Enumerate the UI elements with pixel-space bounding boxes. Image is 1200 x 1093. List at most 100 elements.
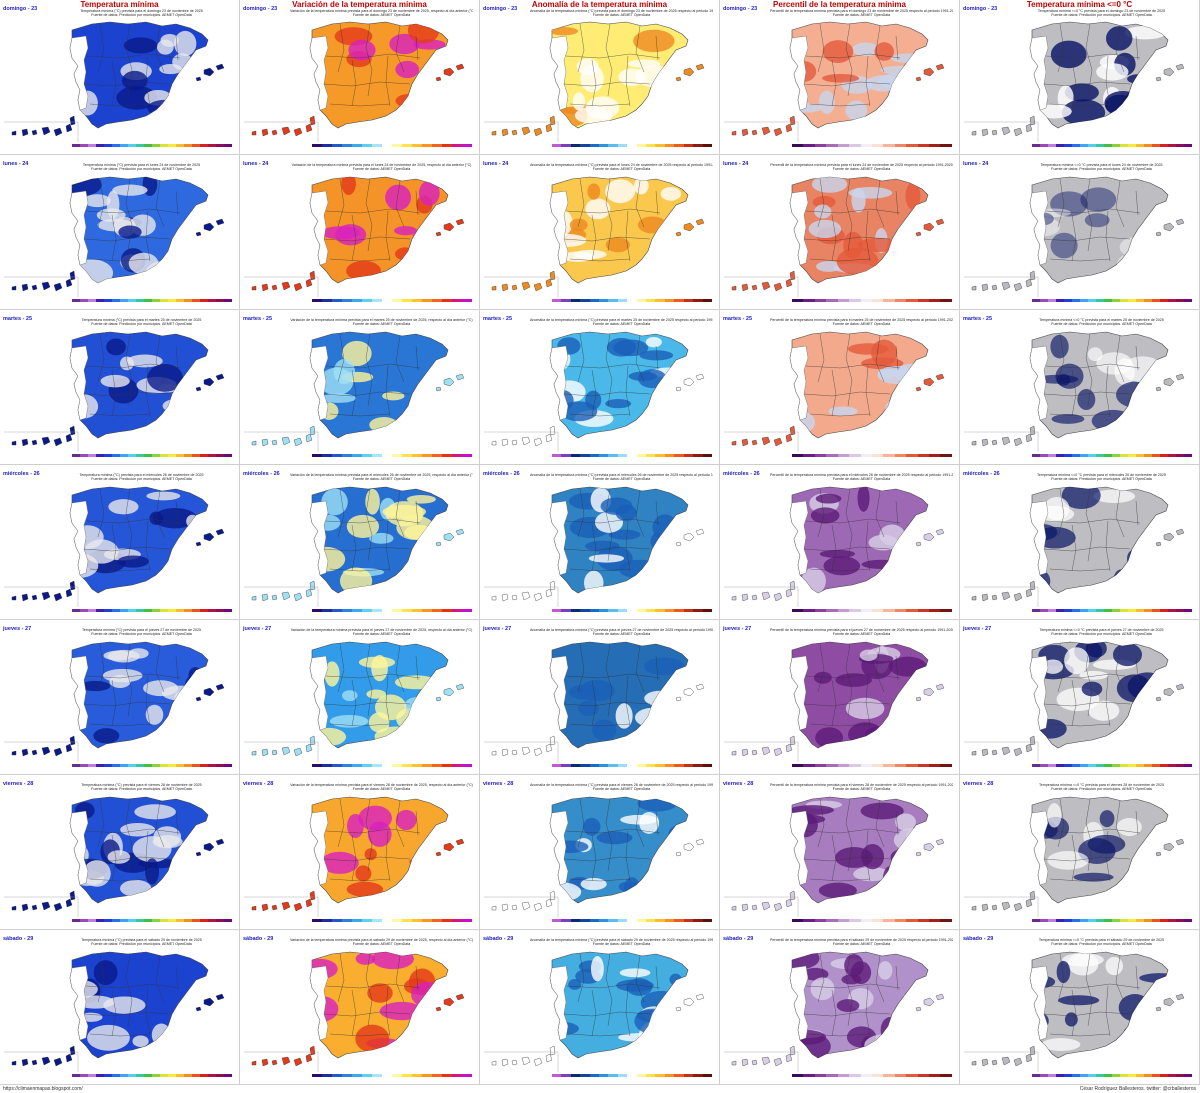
value-region [145,260,186,283]
map-panel-tmin-5[interactable]: jueves - 27 Temperatura mínima (°C) previ… [0,620,240,775]
canarias-island [971,1060,977,1066]
canarias-island [773,127,783,137]
map-panel-frost-1[interactable]: Temperatura mínima <=0 °C domingo - 23 Tem… [960,0,1200,155]
color-scale-step [561,764,571,767]
map-panel-perc-3[interactable]: martes - 25 Percentil de la temperatura m… [720,310,960,465]
color-scale-step [627,1074,637,1077]
column-title: Variación de la temperatura mínima [292,0,427,9]
province-border [895,500,899,526]
canarias-island [65,278,73,288]
map-panel-perc-6[interactable]: viernes - 28 Percentil de la temperatura … [720,775,960,930]
canarias-island [511,594,518,601]
map-panel-perc-2[interactable]: lunes - 24 Percentil de la temperatura mí… [720,155,960,310]
map-panel-anom-7[interactable]: sábado - 29 Anomalía de la temperatura mí… [480,930,720,1085]
map-panel-anom-6[interactable]: viernes - 28 Anomalía de la temperatura m… [480,775,720,930]
color-scale-step [392,454,402,457]
map-panel-anom-5[interactable]: jueves - 27 Anomalía de la temperatura mí… [480,620,720,775]
province-border [323,81,411,87]
map-panel-frost-2[interactable]: lunes - 24 Temperatura mínima <=0 °C prev… [960,155,1200,310]
map-panel-frost-6[interactable]: viernes - 28 Temperatura mínima <=0 °C pr… [960,775,1200,930]
map-panel-var-4[interactable]: miércoles - 26 Variación de la temperatur… [240,465,480,620]
color-scale-step [1152,299,1160,302]
value-region [866,75,901,92]
map-panel-anom-4[interactable]: miércoles - 26 Anomalía de la temperatura… [480,465,720,620]
value-region [184,543,204,567]
map-panel-tmin-6[interactable]: viernes - 28 Temperatura mínima (°C) prev… [0,775,240,930]
map-panel-var-3[interactable]: martes - 25 Variación de la temperatura m… [240,310,480,465]
map-panel-perc-1[interactable]: Percentil de la temperatura mínima doming… [720,0,960,155]
map-panel-var-2[interactable]: lunes - 24 Variación de la temperatura mí… [240,155,480,310]
footer-url[interactable]: https://climaenmapas.blogspot.com/ [3,1086,83,1092]
color-scale-step [1088,299,1096,302]
map-panel-var-5[interactable]: jueves - 27 Variación de la temperatura m… [240,620,480,775]
color-scale-step [120,454,128,457]
map-panel-tmin-1[interactable]: Temperatura mínima domingo - 23 Temperatur… [0,0,240,155]
map-panel-anom-2[interactable]: lunes - 24 Anomalía de la temperatura mín… [480,155,720,310]
baleares-island [195,696,202,702]
map-panel-perc-7[interactable]: sábado - 29 Percentil de la temperatura m… [720,930,960,1085]
color-scale-step [894,609,907,612]
spain-map [4,486,225,607]
canarias-inset-frame [724,276,799,297]
canarias-island [731,1060,737,1066]
province-border [1135,810,1139,836]
canarias-island [981,283,989,292]
province-border [817,333,825,383]
value-region [605,179,636,204]
color-scale-step [168,919,176,922]
map-subtitle: Variación de la temperatura mínima previ… [290,628,473,637]
color-scale-step [1040,454,1048,457]
map-panel-tmin-2[interactable]: lunes - 24 Temperatura mínima (°C) previs… [0,155,240,310]
color-scale-step [1048,144,1056,147]
canarias-island [1025,743,1033,753]
map-panel-var-6[interactable]: viernes - 28 Variación de la temperatura … [240,775,480,930]
color-scale-step [627,144,637,147]
color-scale-step [208,1074,216,1077]
map-panel-frost-4[interactable]: miércoles - 26 Temperatura mínima <=0 °C … [960,465,1200,620]
color-scale-step [224,764,232,767]
map-panel-perc-5[interactable]: jueves - 27 Percentil de la temperatura m… [720,620,960,775]
color-scale-step [552,299,562,302]
map-panel-frost-5[interactable]: jueves - 27 Temperatura mínima <=0 °C pre… [960,620,1200,775]
map-subtitle: Variación de la temperatura mínima previ… [290,938,473,947]
province-border [565,673,661,679]
canarias-island [511,439,518,446]
map-panel-perc-4[interactable]: miércoles - 26 Percentil de la temperatur… [720,465,960,620]
color-scale-step [929,454,941,457]
color-scale-step [702,609,712,612]
map-panel-var-7[interactable]: sábado - 29 Variación de la temperatura m… [240,930,480,1085]
map-panel-tmin-3[interactable]: martes - 25 Temperatura mínima (°C) previ… [0,310,240,465]
canarias-island [21,903,29,912]
map-panel-frost-3[interactable]: martes - 25 Temperatura mínima <=0 °C pre… [960,310,1200,465]
province-border [97,643,105,693]
color-scale-step [402,299,412,302]
map-panel-anom-1[interactable]: Anomalía de la temperatura mínima domingo… [480,0,720,155]
value-region [71,259,114,283]
color-scale-step [580,609,590,612]
province-border [83,236,171,242]
map-panel-anom-3[interactable]: martes - 25 Anomalía de la temperatura mí… [480,310,720,465]
spain-map [4,951,225,1072]
map-panel-frost-7[interactable]: sábado - 29 Temperatura mínima <=0 °C pre… [960,930,1200,1085]
color-scale-step [792,764,804,767]
canarias-island [1029,580,1036,591]
color-scale-step [1040,144,1048,147]
value-region [413,1019,433,1030]
color-scale-step [312,299,322,302]
color-scale-step [1048,299,1056,302]
canarias-island [789,115,796,126]
color-scale-step [176,299,184,302]
value-region [179,401,208,421]
color-scale-step [702,144,712,147]
province-border [875,800,885,848]
canarias-inset-frame [964,276,1039,297]
portugal-shape [69,655,89,731]
color-scale-step [664,1074,675,1077]
color-scale-step [871,1074,884,1077]
value-region [628,371,657,381]
color-scale-step [312,1074,322,1077]
map-panel-tmin-4[interactable]: miércoles - 26 Temperatura mínima (°C) pr… [0,465,240,620]
map-panel-var-1[interactable]: Variación de la temperatura mínima doming… [240,0,480,155]
map-panel-tmin-7[interactable]: sábado - 29 Temperatura mínima (°C) previ… [0,930,240,1085]
province-border [563,546,651,552]
